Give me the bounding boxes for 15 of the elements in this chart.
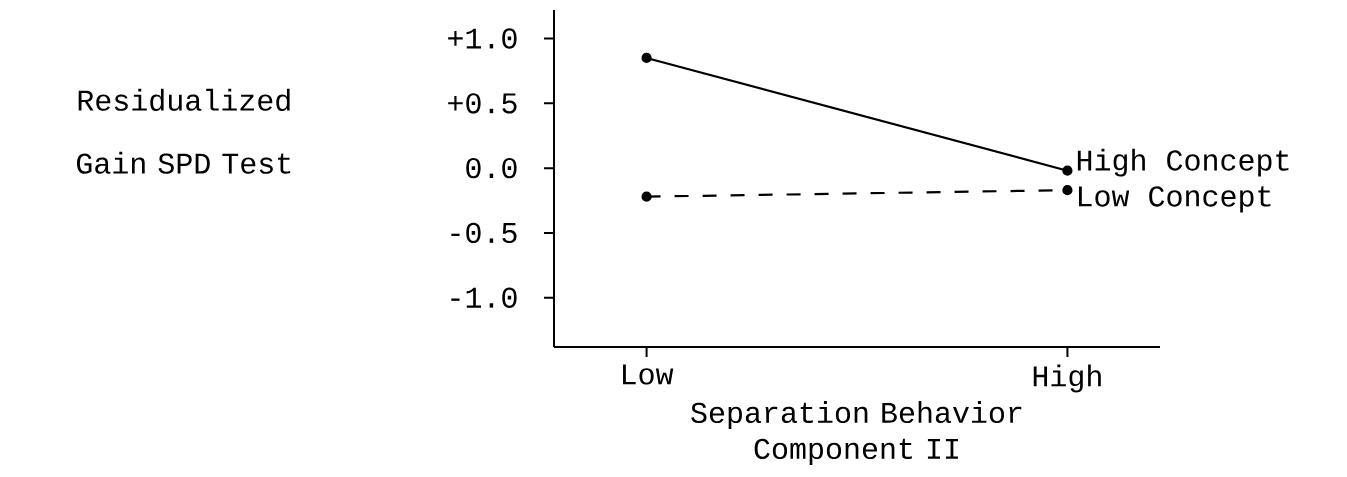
y-tick-label: -0.5 bbox=[451, 222, 517, 244]
point bbox=[1062, 165, 1073, 176]
point bbox=[641, 191, 652, 202]
series-label: Low Concept bbox=[1078, 186, 1271, 213]
point bbox=[641, 52, 652, 64]
y-tick-label: +0.5 bbox=[448, 93, 517, 114]
text: Residualized Gain SPD Test bbox=[76, 88, 291, 174]
y-tick-label: +1.0 bbox=[448, 28, 517, 49]
y-tick-label: 0.0 bbox=[466, 157, 517, 179]
series-label: High Concept bbox=[1077, 148, 1289, 177]
y-tick-label: -1.0 bbox=[451, 287, 517, 308]
point bbox=[1062, 185, 1073, 196]
x-tick-label: Low bbox=[623, 364, 674, 385]
x-tick-label: High bbox=[1033, 364, 1101, 393]
x-axis-title: Separation Behavior Component II bbox=[691, 401, 1022, 466]
